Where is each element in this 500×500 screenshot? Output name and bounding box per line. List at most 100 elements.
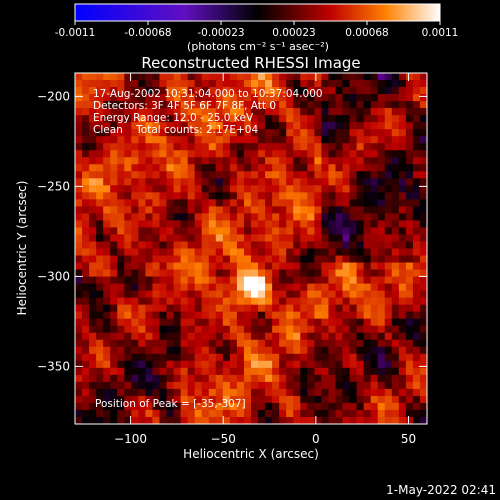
heatmap-cell [194, 206, 203, 214]
heatmap-cell [131, 395, 139, 404]
heatmap-cell [321, 269, 329, 277]
heatmap-cell [251, 157, 259, 165]
heatmap-cell [335, 150, 343, 158]
heatmap-cell [103, 283, 111, 292]
heatmap-cell [152, 360, 160, 369]
heatmap-cell [279, 220, 287, 228]
heatmap-cell [377, 283, 386, 292]
heatmap-cell [96, 171, 104, 179]
heatmap-cell [208, 374, 217, 383]
heatmap-cell [124, 213, 132, 221]
heatmap-cell [405, 360, 414, 369]
heatmap-cell [265, 262, 273, 270]
heatmap-cell [180, 157, 189, 165]
heatmap-cell [236, 143, 245, 151]
heatmap-cell [328, 255, 336, 263]
heatmap-cell [243, 94, 252, 102]
heatmap-cell [236, 178, 245, 186]
heatmap-cell [328, 367, 336, 376]
heatmap-cell [335, 304, 343, 313]
heatmap-cell [96, 178, 104, 186]
heatmap-cell [96, 213, 104, 221]
heatmap-cell [286, 325, 294, 334]
heatmap-cell [124, 269, 132, 277]
heatmap-cell [286, 199, 294, 207]
heatmap-cell [229, 94, 238, 102]
heatmap-cell [307, 353, 315, 362]
heatmap-cell [82, 94, 90, 102]
heatmap-cell [412, 192, 421, 200]
heatmap-cell [166, 136, 174, 144]
heatmap-cell [370, 73, 379, 81]
heatmap-cell [96, 353, 104, 362]
heatmap-cell [363, 157, 372, 165]
heatmap-cell [377, 157, 386, 165]
heatmap-cell [187, 206, 196, 214]
heatmap-cell [349, 73, 357, 81]
heatmap-cell [82, 164, 90, 172]
heatmap-cell [124, 346, 132, 355]
heatmap-cell [243, 136, 252, 144]
heatmap-cell [103, 339, 111, 348]
heatmap-cell [265, 395, 273, 404]
heatmap-cell [370, 402, 379, 411]
heatmap-cell [405, 185, 414, 193]
heatmap-cell [124, 304, 132, 313]
heatmap-cell [412, 220, 421, 228]
heatmap-cell [173, 339, 181, 348]
heatmap-cell [328, 269, 336, 277]
heatmap-cell [138, 346, 146, 355]
heatmap-cell [286, 262, 294, 270]
heatmap-cell [166, 367, 174, 376]
heatmap-cell [405, 164, 414, 172]
heatmap-cell [328, 199, 336, 207]
heatmap-cell [384, 80, 393, 88]
x-tick-label: −100 [114, 432, 147, 446]
heatmap-cell [173, 360, 181, 369]
heatmap-cell [117, 332, 125, 341]
heatmap-cell [370, 171, 379, 179]
heatmap-cell [335, 115, 343, 123]
heatmap-cell [300, 402, 308, 411]
heatmap-cell [180, 80, 189, 88]
heatmap-cell [96, 402, 104, 411]
heatmap-cell [145, 290, 153, 299]
heatmap-cell [222, 122, 231, 130]
heatmap-cell [412, 276, 421, 284]
heatmap-cell [89, 346, 97, 355]
heatmap-cell [208, 283, 217, 292]
heatmap-cell [363, 290, 372, 299]
heatmap-cell [138, 171, 146, 179]
heatmap-cell [201, 192, 210, 200]
heatmap-cell [222, 374, 231, 383]
heatmap-cell [321, 395, 329, 404]
heatmap-cell [89, 115, 97, 123]
heatmap-cell [412, 80, 421, 88]
heatmap-cell [356, 199, 365, 207]
heatmap-cell [307, 108, 315, 116]
heatmap-cell [215, 304, 224, 313]
heatmap-cell [300, 409, 308, 418]
heatmap-cell [286, 402, 294, 411]
heatmap-cell [75, 416, 83, 424]
heatmap-cell [363, 255, 372, 263]
heatmap-cell [89, 332, 97, 341]
heatmap-cell [272, 115, 280, 123]
heatmap-cell [321, 234, 329, 242]
heatmap-cell [279, 360, 287, 369]
heatmap-cell [110, 388, 118, 397]
heatmap-cell [222, 248, 231, 256]
heatmap-cell [293, 122, 301, 130]
heatmap-cell [405, 332, 414, 341]
heatmap-cell [321, 220, 329, 228]
heatmap-cell [222, 255, 231, 263]
heatmap-cell [251, 409, 259, 418]
heatmap-cell [173, 283, 181, 292]
heatmap-cell [356, 353, 365, 362]
heatmap-cell [419, 234, 427, 242]
heatmap-cell [349, 178, 357, 186]
heatmap-cell [159, 395, 167, 404]
heatmap-cell [391, 346, 400, 355]
heatmap-cell [419, 143, 427, 151]
heatmap-cell [286, 213, 294, 221]
